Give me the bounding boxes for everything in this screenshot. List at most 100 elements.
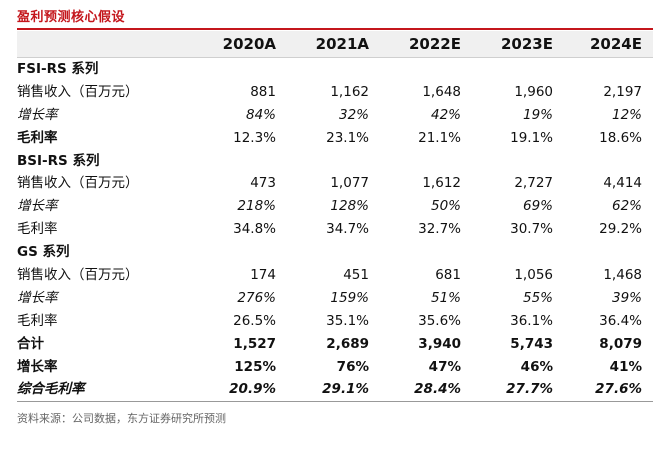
table-cell: 46% — [520, 358, 553, 375]
table-cell: 1,468 — [603, 267, 642, 284]
table-cell: 29.2% — [599, 221, 642, 238]
table-cell: 3,940 — [418, 335, 461, 352]
column-header: 2023E — [501, 35, 553, 53]
table-row: 增长率 125% 76% 47% 46% 41% — [17, 356, 653, 379]
table-cell: 84% — [245, 106, 276, 123]
table-cell: 451 — [343, 267, 369, 284]
table-cell: 1,056 — [514, 267, 553, 284]
table-cell: 1,648 — [422, 83, 461, 100]
table-cell: 36.4% — [599, 312, 642, 329]
table-cell: 218% — [237, 198, 276, 215]
table-cell: 21.1% — [418, 129, 461, 146]
table-cell: 50% — [430, 198, 461, 215]
table-cell: 41% — [609, 358, 642, 375]
column-header: 2021A — [315, 35, 369, 53]
table-cell: 1,527 — [233, 335, 276, 352]
table-cell: 35.6% — [418, 312, 461, 329]
table-row: FSI-RS 系列 — [17, 58, 653, 81]
table-cell: 42% — [430, 106, 461, 123]
table-cell: 12.3% — [233, 129, 276, 146]
table-cell: 8,079 — [599, 335, 642, 352]
row-label: 增长率 — [17, 106, 58, 123]
table-cell: 473 — [250, 175, 276, 192]
table-header-row: 2020A 2021A 2022E 2023E 2024E — [17, 31, 653, 58]
table-cell: 69% — [522, 198, 553, 215]
table-cell: 1,162 — [330, 83, 369, 100]
table-row: 销售收入（百万元） 881 1,162 1,648 1,960 2,197 — [17, 81, 653, 104]
table-row: 销售收入（百万元） 174 451 681 1,056 1,468 — [17, 264, 653, 287]
table-cell: 2,727 — [514, 175, 553, 192]
table-cell: 27.7% — [506, 381, 553, 398]
page-title: 盈利预测核心假设 — [17, 10, 126, 25]
row-label: 增长率 — [17, 358, 58, 375]
table-cell: 76% — [336, 358, 369, 375]
row-label: BSI-RS 系列 — [17, 152, 100, 169]
table-cell: 55% — [522, 289, 553, 306]
table-cell: 19% — [522, 106, 553, 123]
table-row: BSI-RS 系列 — [17, 150, 653, 173]
table-row: 增长率 276% 159% 51% 55% 39% — [17, 287, 653, 310]
table-cell: 34.7% — [326, 221, 369, 238]
table-cell: 36.1% — [510, 312, 553, 329]
table-row: 毛利率 26.5% 35.1% 35.6% 36.1% 36.4% — [17, 310, 653, 333]
table-cell: 128% — [330, 198, 369, 215]
row-label: 销售收入（百万元） — [17, 175, 139, 192]
table-body: FSI-RS 系列销售收入（百万元） 881 1,162 1,648 1,960 2,19… — [17, 58, 653, 401]
table-cell: 1,612 — [422, 175, 461, 192]
row-label: 合计 — [17, 335, 44, 352]
row-label: 毛利率 — [17, 221, 58, 238]
table-cell: 1,960 — [514, 83, 553, 100]
table-cell: 28.4% — [414, 381, 461, 398]
table-cell: 4,414 — [603, 175, 642, 192]
table-cell: 32.7% — [418, 221, 461, 238]
row-label: 毛利率 — [17, 129, 58, 146]
table-cell: 1,077 — [330, 175, 369, 192]
table-cell: 39% — [611, 289, 642, 306]
row-label: GS 系列 — [17, 244, 70, 261]
table-cell: 12% — [611, 106, 642, 123]
table-cell: 20.9% — [229, 381, 276, 398]
row-label: 增长率 — [17, 289, 58, 306]
table-cell: 30.7% — [510, 221, 553, 238]
table-cell: 51% — [430, 289, 461, 306]
table-row: 销售收入（百万元） 473 1,077 1,612 2,727 4,414 — [17, 172, 653, 195]
table-cell: 26.5% — [233, 312, 276, 329]
row-label: FSI-RS 系列 — [17, 61, 99, 77]
table-cell: 34.8% — [233, 221, 276, 238]
table-row: GS 系列 — [17, 241, 653, 264]
table-cell: 32% — [338, 106, 369, 123]
table-row: 毛利率 34.8% 34.7% 32.7% 30.7% 29.2% — [17, 218, 653, 241]
table-cell: 18.6% — [599, 129, 642, 146]
source-note: 资料来源：公司数据，东方证券研究所预测 — [17, 412, 226, 425]
table-cell: 47% — [428, 358, 461, 375]
table-cell: 681 — [435, 267, 461, 284]
table-cell: 174 — [250, 267, 276, 284]
row-label: 综合毛利率 — [17, 381, 85, 398]
column-header: 2022E — [409, 35, 461, 53]
table-row: 合计 1,527 2,689 3,940 5,743 8,079 — [17, 333, 653, 356]
table-cell: 62% — [611, 198, 642, 215]
row-label: 销售收入（百万元） — [17, 83, 139, 100]
table-cell: 276% — [237, 289, 276, 306]
table-cell: 5,743 — [510, 335, 553, 352]
table-cell: 159% — [330, 289, 369, 306]
table-cell: 29.1% — [322, 381, 369, 398]
table-row: 增长率 84% 32% 42% 19% 12% — [17, 104, 653, 127]
table-cell: 27.6% — [595, 381, 642, 398]
title-divider — [17, 28, 653, 30]
column-header: 2020A — [222, 35, 276, 53]
forecast-table: 2020A 2021A 2022E 2023E 2024E FSI-RS 系列销… — [17, 31, 653, 401]
row-label: 增长率 — [17, 198, 58, 215]
table-cell: 125% — [234, 358, 276, 375]
table-cell: 2,689 — [326, 335, 369, 352]
table-row: 增长率 218% 128% 50% 69% 62% — [17, 195, 653, 218]
row-label: 毛利率 — [17, 312, 58, 329]
table-row: 毛利率 12.3% 23.1% 21.1% 19.1% 18.6% — [17, 127, 653, 150]
table-cell: 23.1% — [326, 129, 369, 146]
column-header: 2024E — [590, 35, 642, 53]
table-cell: 19.1% — [510, 129, 553, 146]
table-cell: 2,197 — [603, 83, 642, 100]
bottom-divider — [17, 401, 653, 402]
table-row: 综合毛利率 20.9% 29.1% 28.4% 27.7% 27.6% — [17, 378, 653, 401]
table-cell: 881 — [250, 83, 276, 100]
